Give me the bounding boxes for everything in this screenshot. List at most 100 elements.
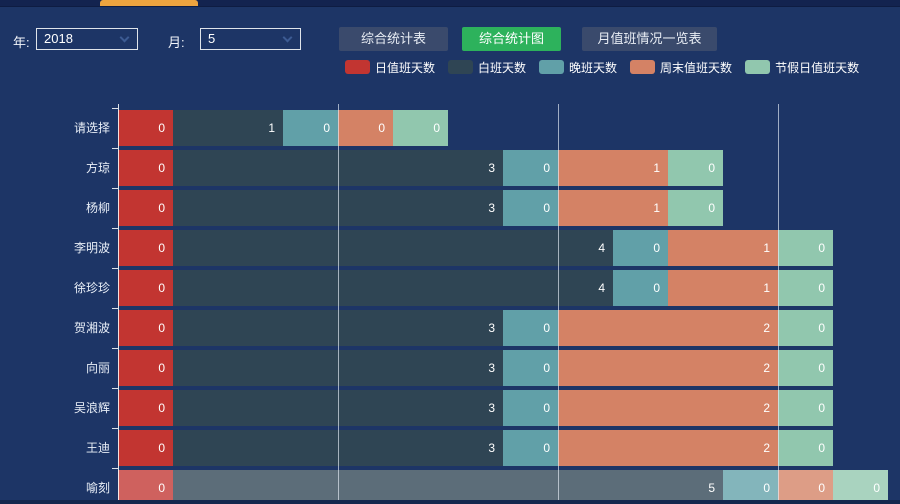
legend-item[interactable]: 晚班天数 [539, 59, 617, 76]
chevron-down-icon [119, 32, 130, 43]
month-select-value: 5 [208, 31, 216, 46]
bar-segment-value: 0 [653, 241, 660, 255]
bar-segment[interactable]: 0 [118, 230, 173, 266]
bar-segment-value: 0 [543, 201, 550, 215]
bar-segment-value: 0 [653, 281, 660, 295]
bar-segment[interactable]: 0 [118, 270, 173, 306]
year-select[interactable]: 2018 [36, 28, 138, 50]
chart-row: 方琼 0 3 0 1 0 [0, 150, 900, 186]
bar-segment[interactable]: 0 [503, 190, 558, 226]
bar-segment[interactable]: 4 [173, 270, 613, 306]
bar-segment[interactable]: 0 [118, 470, 173, 504]
bar-segment-value: 0 [818, 281, 825, 295]
bar-segment-value: 0 [158, 321, 165, 335]
bar-segment-value: 0 [158, 481, 165, 495]
top-tab-strip [0, 0, 900, 7]
bar-segment[interactable]: 0 [503, 430, 558, 466]
bar-segment[interactable]: 0 [393, 110, 448, 146]
bar-segment[interactable]: 1 [668, 230, 778, 266]
chart-row: 贺湘波 0 3 0 2 0 [0, 310, 900, 346]
bar-segment-value: 4 [598, 241, 605, 255]
bar-segment-value: 0 [873, 481, 880, 495]
bar-segment[interactable]: 0 [503, 150, 558, 186]
bar-segment[interactable]: 2 [558, 310, 778, 346]
bar-segment[interactable]: 0 [778, 470, 833, 504]
bar-segment[interactable]: 0 [778, 390, 833, 426]
summary-table-button[interactable]: 综合统计表 [339, 27, 448, 51]
bar-segment[interactable]: 0 [833, 470, 888, 504]
bar-segment-value: 1 [268, 121, 275, 135]
bar-segment-value: 0 [158, 241, 165, 255]
bar-segment[interactable]: 0 [118, 430, 173, 466]
bar-segment[interactable]: 0 [503, 310, 558, 346]
chart-row: 杨柳 0 3 0 1 0 [0, 190, 900, 226]
legend-item[interactable]: 白班天数 [448, 59, 526, 76]
bar-segment[interactable]: 1 [173, 110, 283, 146]
bar-segment[interactable]: 0 [118, 350, 173, 386]
chart-row: 徐珍珍 0 4 0 1 0 [0, 270, 900, 306]
bar-segment[interactable]: 0 [668, 190, 723, 226]
y-axis-tick [112, 388, 118, 389]
monthly-duty-overview-button[interactable]: 月值班情况一览表 [582, 27, 717, 51]
bar-segment[interactable]: 0 [338, 110, 393, 146]
bar-segment[interactable]: 0 [723, 470, 778, 504]
category-label: 李明波 [73, 241, 110, 255]
bar-segment[interactable]: 1 [558, 150, 668, 186]
bar-segment[interactable]: 0 [778, 270, 833, 306]
chevron-down-icon [282, 32, 293, 43]
bar-segment-value: 0 [543, 361, 550, 375]
bar-segment[interactable]: 0 [778, 350, 833, 386]
bar-segment[interactable]: 1 [668, 270, 778, 306]
bar-segment[interactable]: 0 [503, 350, 558, 386]
bar-segment[interactable]: 0 [118, 190, 173, 226]
legend-item[interactable]: 日值班天数 [345, 59, 435, 76]
y-axis-tick [112, 468, 118, 469]
legend-color-chip [448, 60, 474, 74]
y-axis-tick [112, 188, 118, 189]
category-label: 贺湘波 [73, 321, 110, 335]
chart-row: 喻刻 0 5 0 0 0 [0, 470, 900, 504]
bar-segment-value: 0 [158, 401, 165, 415]
month-select[interactable]: 5 [200, 28, 301, 50]
bar-segment-value: 0 [818, 441, 825, 455]
bar-segment[interactable]: 0 [118, 150, 173, 186]
legend-item[interactable]: 节假日值班天数 [745, 59, 859, 76]
bar-segment[interactable]: 2 [558, 390, 778, 426]
bar-segment-value: 0 [708, 161, 715, 175]
bar-segment[interactable]: 0 [118, 310, 173, 346]
bar-segment[interactable]: 2 [558, 350, 778, 386]
bar-segment-value: 0 [158, 121, 165, 135]
y-axis-tick [112, 108, 118, 109]
toolbar: 年: 2018 月: 5 综合统计表 综合统计图 月值班情况一览表 [0, 8, 900, 56]
bar-segment[interactable]: 0 [778, 430, 833, 466]
bar-segment[interactable]: 0 [613, 230, 668, 266]
bar-segment-value: 3 [488, 401, 495, 415]
summary-chart-button[interactable]: 综合统计图 [462, 27, 561, 51]
bar-segment-value: 0 [543, 401, 550, 415]
bar-segment[interactable]: 0 [778, 230, 833, 266]
bar-segment[interactable]: 0 [503, 390, 558, 426]
bar-segment-value: 0 [708, 201, 715, 215]
y-axis-tick [112, 348, 118, 349]
legend-color-chip [745, 60, 771, 74]
bar-segment-value: 0 [323, 121, 330, 135]
bar-segment-value: 2 [763, 321, 770, 335]
bar-segment[interactable]: 0 [283, 110, 338, 146]
bar-segment[interactable]: 1 [558, 190, 668, 226]
bar-segment[interactable]: 0 [668, 150, 723, 186]
active-browser-tab[interactable] [100, 0, 198, 6]
category-label: 徐珍珍 [73, 281, 110, 295]
bar-segment[interactable]: 0 [778, 310, 833, 346]
bar-segment[interactable]: 0 [613, 270, 668, 306]
bar-segment[interactable]: 4 [173, 230, 613, 266]
bar-segment[interactable]: 0 [118, 110, 173, 146]
chart: 请选择 0 1 0 0 0 方琼 0 3 0 1 0 杨柳 0 3 0 1 0 李明波 0 4 0 1 0 徐珍珍 0 4 0 1 0 贺湘… [0, 95, 900, 504]
bar-segment[interactable]: 2 [558, 430, 778, 466]
legend-item[interactable]: 周末值班天数 [630, 59, 732, 76]
bar-segment-value: 3 [488, 361, 495, 375]
bar-segment-value: 1 [653, 201, 660, 215]
bar-segment[interactable]: 0 [118, 390, 173, 426]
category-label: 向丽 [85, 361, 110, 375]
bar-segment[interactable]: 5 [173, 470, 723, 504]
category-label: 请选择 [73, 121, 110, 135]
